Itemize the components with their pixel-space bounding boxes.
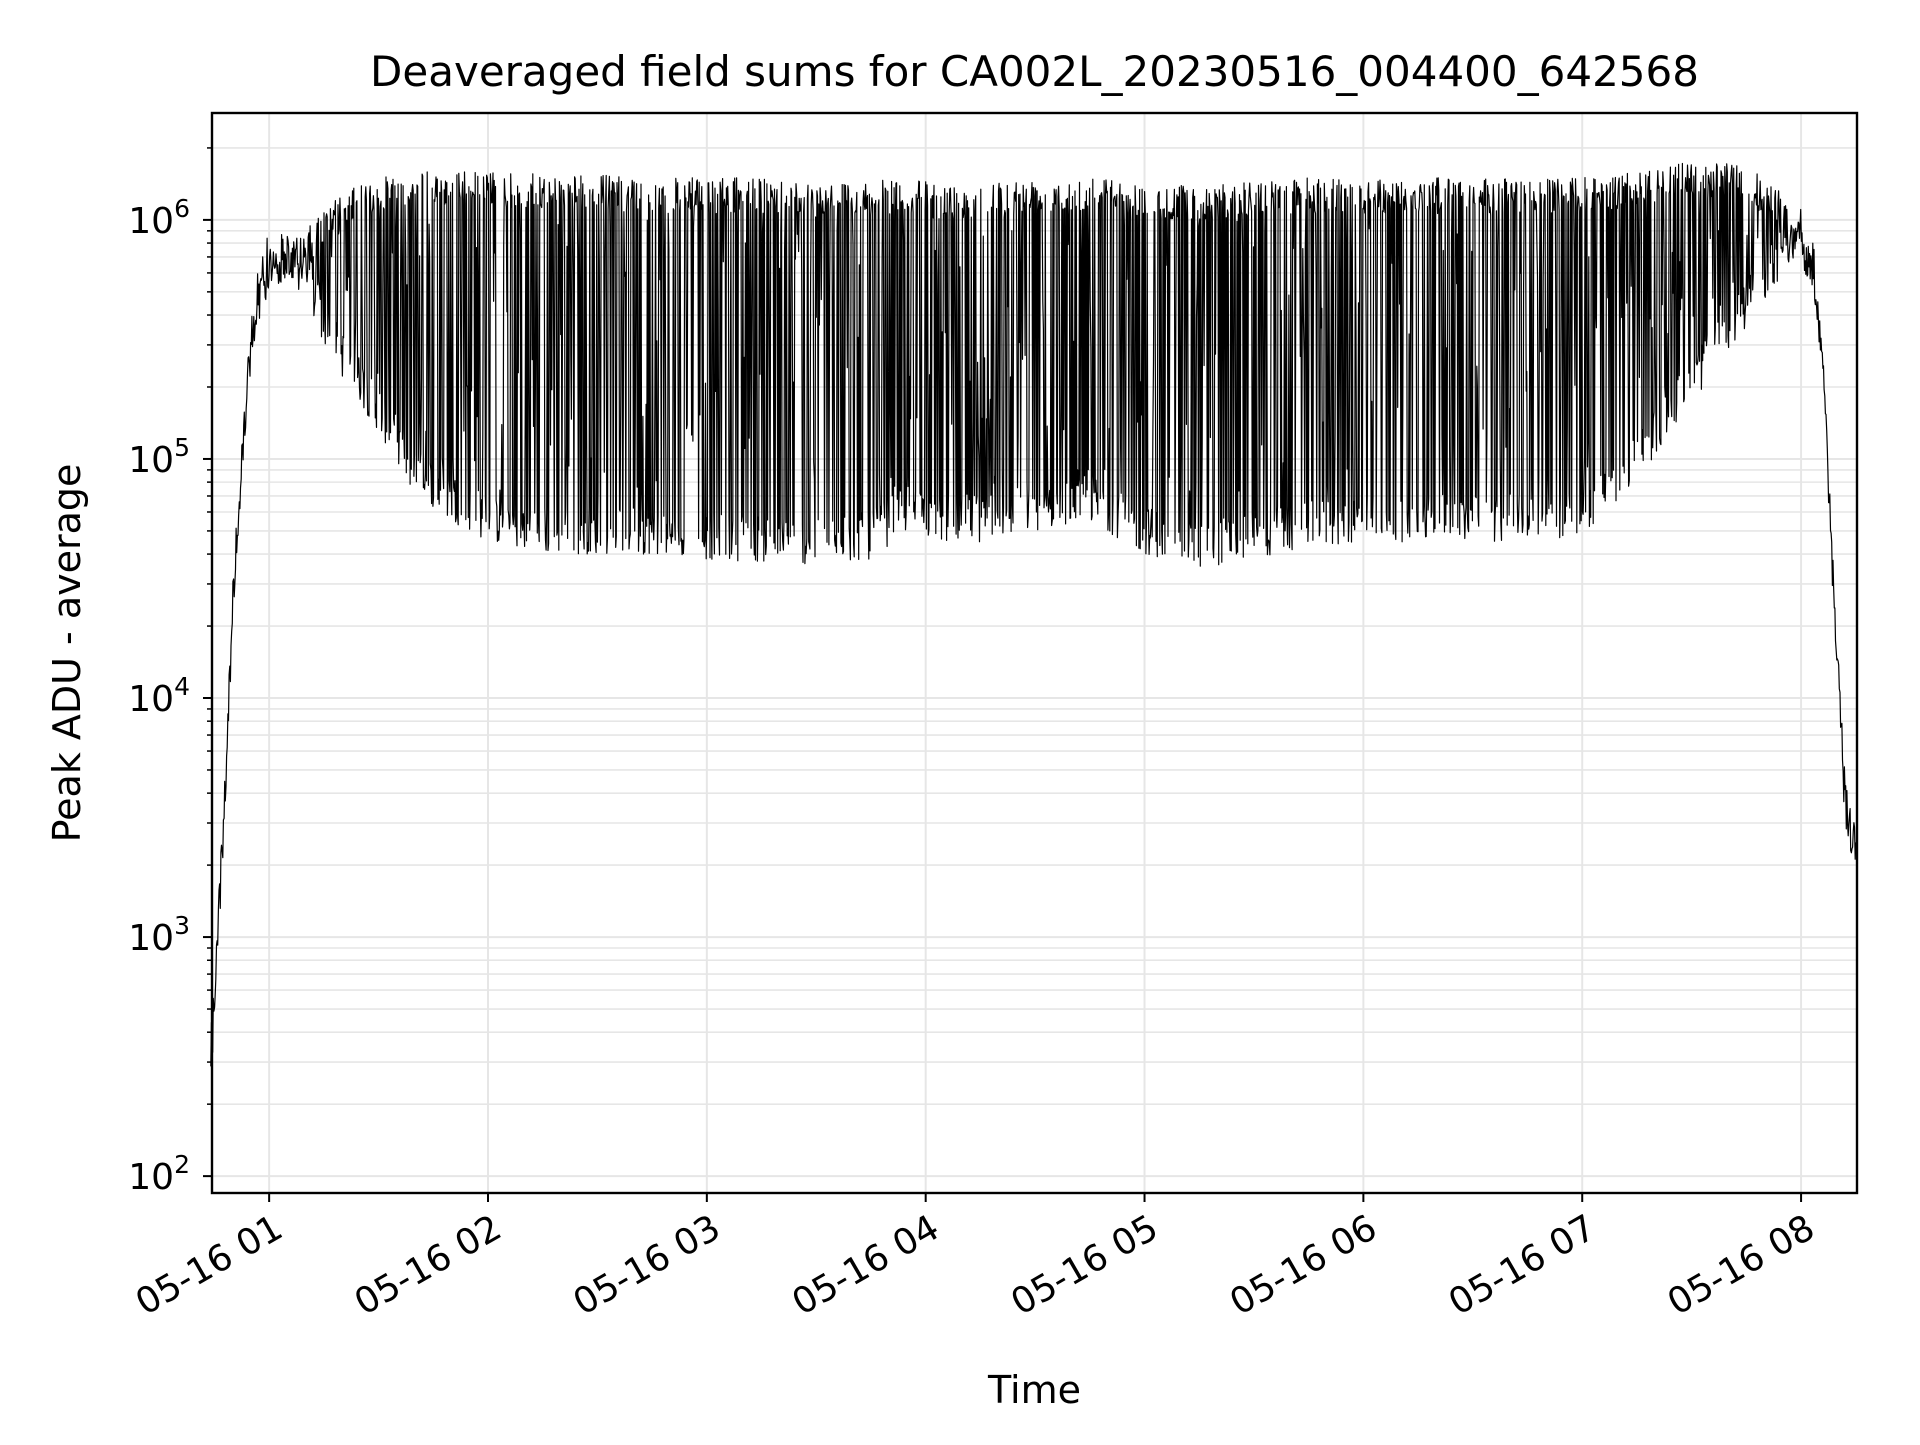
- data-series: [210, 162, 1857, 1067]
- y-tick-exponent: 3: [174, 911, 190, 940]
- chart-title: Deaveraged field sums for CA002L_2023051…: [370, 47, 1699, 96]
- y-tick-label: 104: [128, 672, 190, 720]
- gridlines: [212, 113, 1857, 1193]
- x-tick-label: 05-16 05: [1004, 1207, 1165, 1323]
- x-tick-label: 05-16 08: [1661, 1207, 1822, 1323]
- x-tick-label: 05-16 02: [348, 1207, 509, 1323]
- plot-frame: [210, 111, 1859, 1195]
- y-tick-label: 102: [128, 1150, 190, 1198]
- y-tick-label: 105: [128, 433, 190, 481]
- x-tick-label: 05-16 04: [786, 1207, 947, 1323]
- y-tick-exponent: 2: [174, 1150, 190, 1179]
- x-tick-label: 05-16 01: [129, 1207, 290, 1323]
- x-tick-label: 05-16 07: [1442, 1207, 1603, 1323]
- y-tick-label: 103: [128, 911, 190, 959]
- y-tick-exponent: 5: [174, 433, 190, 462]
- y-tick-exponent: 4: [174, 672, 190, 701]
- x-axis-label: Time: [987, 1368, 1081, 1412]
- x-tick-label: 05-16 06: [1223, 1207, 1384, 1323]
- x-tick-label: 05-16 03: [567, 1207, 728, 1323]
- y-tick-label: 106: [128, 194, 190, 242]
- y-tick-exponent: 6: [174, 194, 190, 223]
- series-line: [210, 162, 1857, 1067]
- y-axis-label: Peak ADU - average: [45, 464, 89, 843]
